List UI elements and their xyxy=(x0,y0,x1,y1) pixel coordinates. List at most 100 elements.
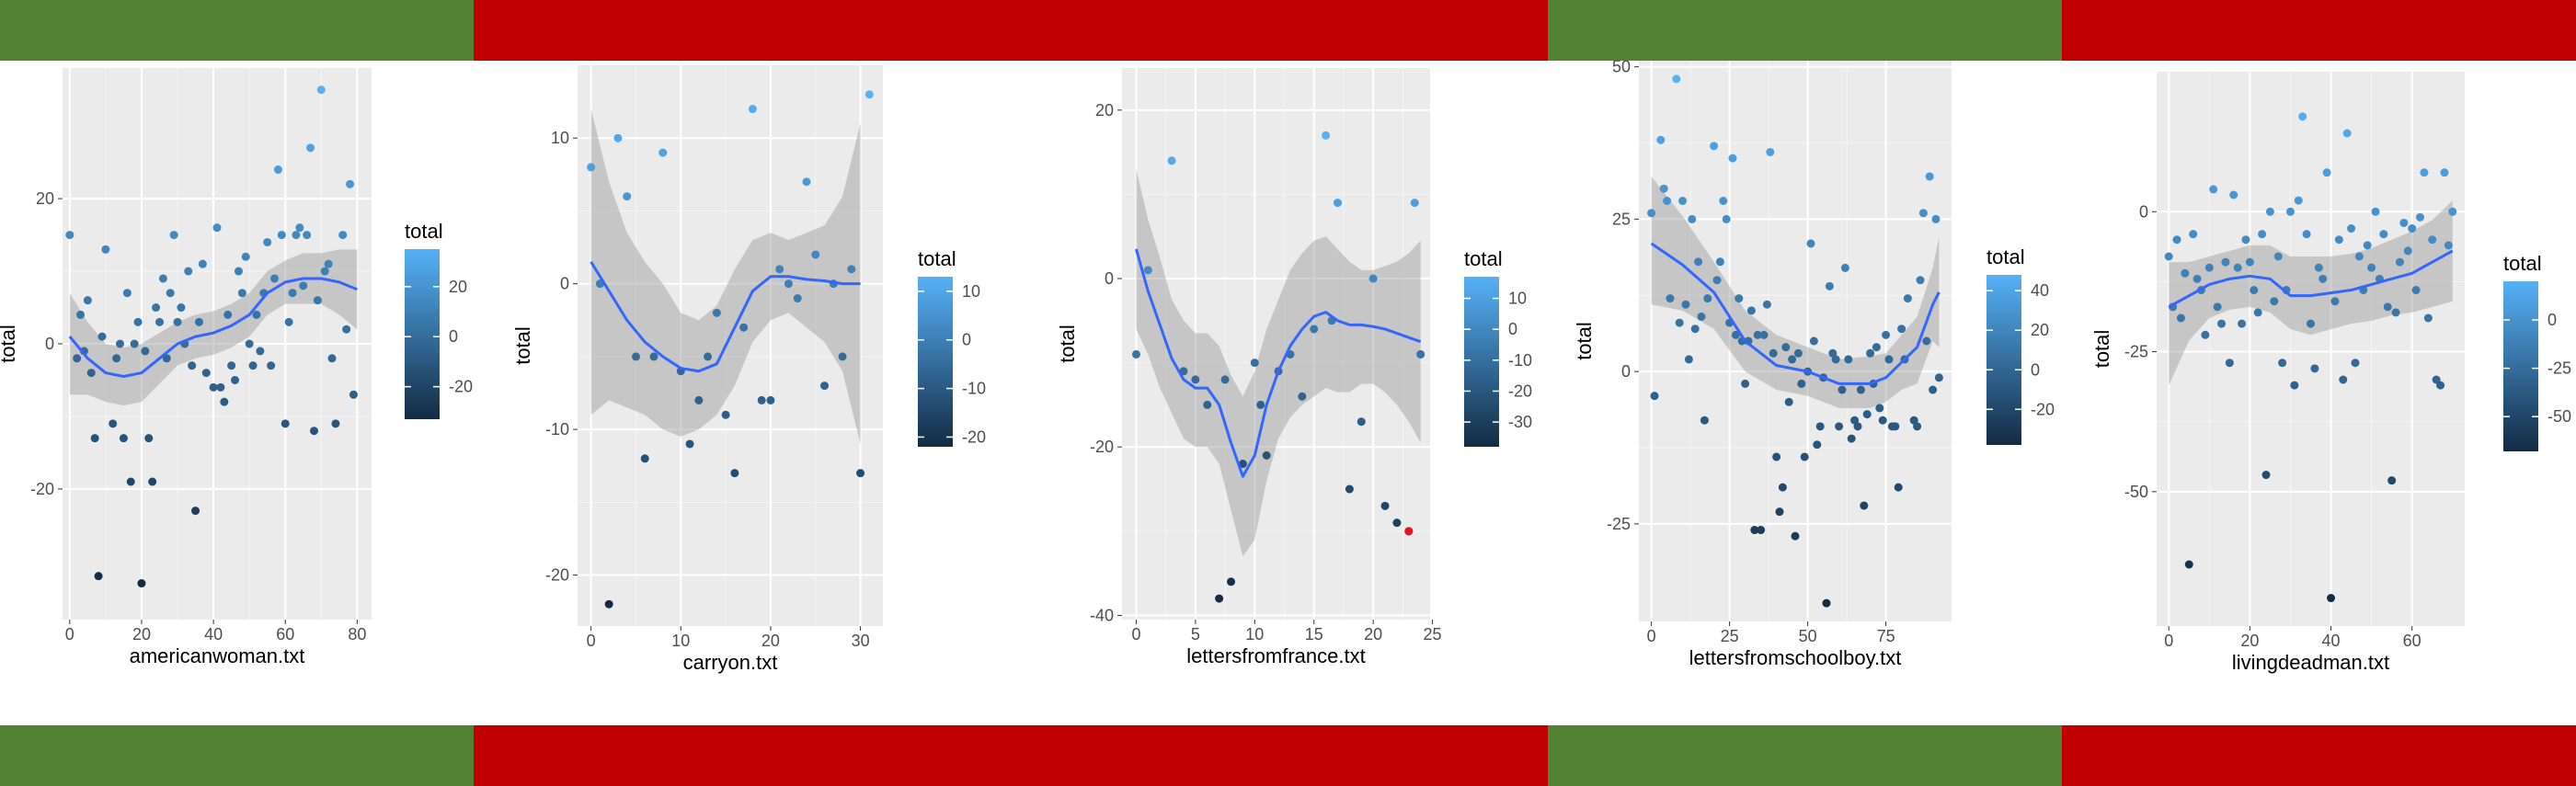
x-axis-title: americanwoman.txt xyxy=(130,644,305,667)
data-point xyxy=(1256,400,1265,409)
data-point xyxy=(1735,294,1744,303)
y-axis-title: total xyxy=(0,325,19,363)
legend-tick-label: 10 xyxy=(962,282,980,301)
data-point xyxy=(130,339,139,348)
x-tick-label: 60 xyxy=(2403,632,2421,650)
data-point xyxy=(1884,355,1894,364)
top-band-segment-red xyxy=(474,0,1548,61)
data-point xyxy=(331,419,340,428)
smooth-line xyxy=(1650,242,1941,385)
data-point xyxy=(2420,168,2429,177)
data-point xyxy=(1856,385,1865,394)
data-point xyxy=(1822,598,1831,608)
data-point xyxy=(1784,397,1793,406)
data-point xyxy=(2387,476,2397,485)
data-point xyxy=(2241,235,2250,245)
data-point xyxy=(640,454,649,463)
data-point xyxy=(2294,196,2303,205)
data-point xyxy=(739,323,749,332)
data-point xyxy=(1838,385,1847,394)
data-point xyxy=(1694,257,1703,267)
data-point xyxy=(277,231,286,240)
y-tick-label: 20 xyxy=(1095,101,1114,120)
data-point xyxy=(90,434,99,443)
data-point xyxy=(2302,230,2311,239)
data-point xyxy=(76,310,86,319)
data-point xyxy=(2408,224,2417,234)
top-band-segment-red xyxy=(2062,0,2576,61)
data-point xyxy=(2411,286,2421,295)
data-point xyxy=(320,267,329,276)
data-point xyxy=(137,579,146,588)
legend-tick-label: -30 xyxy=(1508,413,1532,431)
data-point xyxy=(1759,330,1769,339)
data-point xyxy=(295,223,304,233)
data-point xyxy=(1710,142,1719,151)
smooth-line xyxy=(68,277,358,379)
data-point xyxy=(2164,252,2173,261)
x-tick-label: 75 xyxy=(1877,627,1895,645)
data-point xyxy=(184,267,193,276)
data-point xyxy=(2399,218,2409,227)
data-point xyxy=(1728,154,1737,163)
smooth-line xyxy=(2168,249,2454,309)
data-point xyxy=(288,289,297,298)
data-point xyxy=(2209,185,2218,194)
data-point xyxy=(1835,422,1844,431)
data-point xyxy=(198,259,207,268)
data-point xyxy=(227,361,236,370)
data-point xyxy=(299,281,308,290)
data-point xyxy=(1647,209,1656,218)
data-point xyxy=(1753,330,1762,339)
highlighted-point xyxy=(1404,527,1414,536)
data-point xyxy=(623,192,632,201)
x-tick-label: 25 xyxy=(1424,625,1442,644)
data-point xyxy=(1860,501,1869,510)
data-point xyxy=(775,265,784,274)
data-point xyxy=(1813,440,1822,450)
y-tick-label: 0 xyxy=(2139,202,2148,221)
data-point xyxy=(1922,336,1931,346)
data-point xyxy=(2448,207,2457,216)
data-point xyxy=(1722,214,1731,223)
data-point xyxy=(1903,294,1912,303)
data-point xyxy=(162,354,171,363)
data-point xyxy=(109,419,118,428)
data-point xyxy=(126,477,135,486)
data-point xyxy=(1815,422,1825,431)
data-point xyxy=(1806,239,1815,248)
data-point xyxy=(245,339,254,348)
data-point xyxy=(1891,422,1900,431)
data-point xyxy=(784,279,793,289)
data-point xyxy=(2258,230,2267,239)
data-point xyxy=(1250,359,1259,368)
data-point xyxy=(658,148,668,157)
data-point xyxy=(838,352,847,361)
legend: total 10 0 -10 -20 xyxy=(918,247,986,447)
data-point xyxy=(2250,286,2259,295)
x-tick-label: 10 xyxy=(1245,625,1264,644)
data-point xyxy=(2261,471,2271,480)
data-point xyxy=(73,354,82,363)
data-point xyxy=(2416,212,2425,222)
data-point xyxy=(1772,452,1781,461)
data-point xyxy=(2176,313,2185,323)
data-point xyxy=(1762,300,1771,309)
data-point xyxy=(316,85,326,95)
data-point xyxy=(1681,300,1690,309)
data-point xyxy=(2391,308,2400,317)
data-point xyxy=(2265,207,2274,216)
data-point xyxy=(1334,199,1342,208)
data-point xyxy=(704,352,713,361)
x-tick-label: 50 xyxy=(1799,627,1817,645)
legend-tick-label: 0 xyxy=(449,327,458,346)
top-band-segment-green xyxy=(0,0,474,61)
data-point xyxy=(820,382,830,391)
x-tick-label: 40 xyxy=(2322,632,2341,650)
data-point xyxy=(1875,404,1884,413)
legend-title: total xyxy=(1986,245,2025,268)
data-point xyxy=(856,469,865,478)
legend-tick-label: 0 xyxy=(2031,360,2040,379)
data-point xyxy=(1778,483,1787,492)
legend-colorbar xyxy=(918,277,953,447)
